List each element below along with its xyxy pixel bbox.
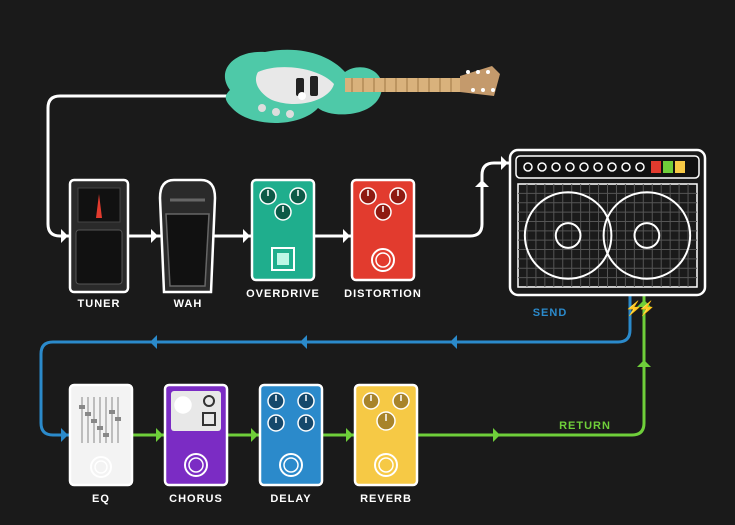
label-tuner: TUNER bbox=[56, 298, 142, 310]
svg-text:⚡: ⚡ bbox=[638, 300, 655, 317]
label-overdrive: OVERDRIVE bbox=[240, 288, 326, 300]
label-distortion: DISTORTION bbox=[340, 288, 426, 300]
pedal-eq bbox=[70, 385, 132, 485]
label-delay: DELAY bbox=[248, 493, 334, 505]
pedal-tuner bbox=[70, 180, 128, 292]
pedal-chorus bbox=[165, 385, 227, 485]
label-eq: EQ bbox=[58, 493, 144, 505]
label-wah: WAH bbox=[145, 298, 231, 310]
label-send: SEND bbox=[520, 307, 580, 319]
signal-chain-diagram: ⚡⚡ bbox=[0, 0, 735, 525]
pedal-reverb bbox=[355, 385, 417, 485]
pedal-delay bbox=[260, 385, 322, 485]
label-return: RETURN bbox=[550, 420, 620, 432]
label-chorus: CHORUS bbox=[153, 493, 239, 505]
pedal-wah bbox=[160, 180, 215, 292]
pedal-distortion bbox=[352, 180, 414, 280]
amp-icon: ⚡⚡ bbox=[510, 150, 705, 317]
label-reverb: REVERB bbox=[343, 493, 429, 505]
pedal-overdrive bbox=[252, 180, 314, 280]
guitar-icon bbox=[225, 50, 500, 123]
